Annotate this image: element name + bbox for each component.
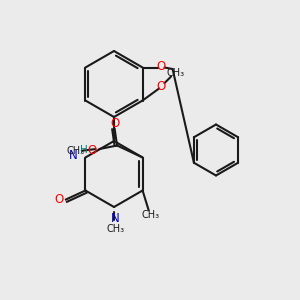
- Text: CH₃: CH₃: [106, 224, 124, 234]
- Text: O: O: [87, 144, 96, 157]
- Text: O: O: [156, 60, 165, 73]
- Text: N: N: [111, 212, 120, 225]
- Text: O: O: [157, 80, 166, 93]
- Text: O: O: [55, 193, 64, 206]
- Text: CH₃: CH₃: [167, 68, 184, 78]
- Text: H: H: [80, 145, 88, 155]
- Text: CH₃: CH₃: [142, 209, 160, 220]
- Text: CH₃: CH₃: [67, 146, 85, 156]
- Text: N: N: [69, 148, 78, 162]
- Text: O: O: [110, 117, 119, 130]
